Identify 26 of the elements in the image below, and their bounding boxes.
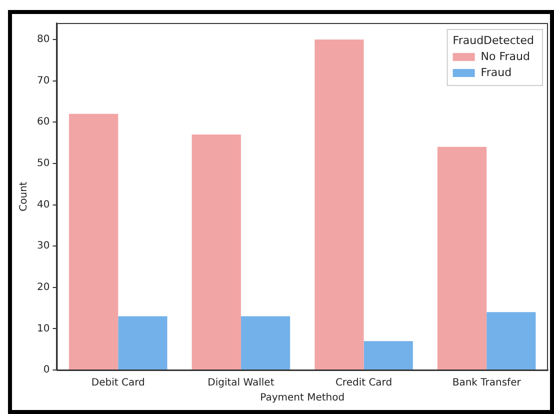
bar [69, 114, 118, 370]
bar [314, 40, 364, 370]
legend-label: Fraud [480, 66, 512, 79]
bar [240, 316, 290, 370]
y-axis-title: Count [18, 182, 30, 212]
y-tick-label: 0 [43, 364, 50, 376]
legend-title: FraudDetected [452, 34, 534, 47]
bar [364, 341, 413, 370]
y-tick-label: 80 [36, 34, 50, 46]
y-tick-label: 20 [36, 282, 50, 293]
y-tick-label: 40 [36, 199, 50, 210]
x-tick-label: Debit Card [91, 378, 145, 389]
y-tick-label: 10 [36, 323, 50, 334]
x-tick-label: Digital Wallet [208, 378, 274, 389]
y-tick-label: 70 [36, 75, 50, 86]
bar [486, 312, 536, 370]
y-tick-label: 30 [36, 240, 50, 252]
bar [118, 316, 168, 370]
x-axis-title: Payment Method [260, 392, 345, 404]
bar [437, 146, 487, 370]
y-tick-label: 60 [36, 116, 50, 128]
x-tick-label: Credit Card [335, 378, 392, 389]
legend-label: No Fraud [480, 50, 530, 63]
x-tick-label: Bank Transfer [452, 378, 522, 389]
y-tick-label: 50 [36, 158, 50, 170]
bar [192, 134, 241, 370]
